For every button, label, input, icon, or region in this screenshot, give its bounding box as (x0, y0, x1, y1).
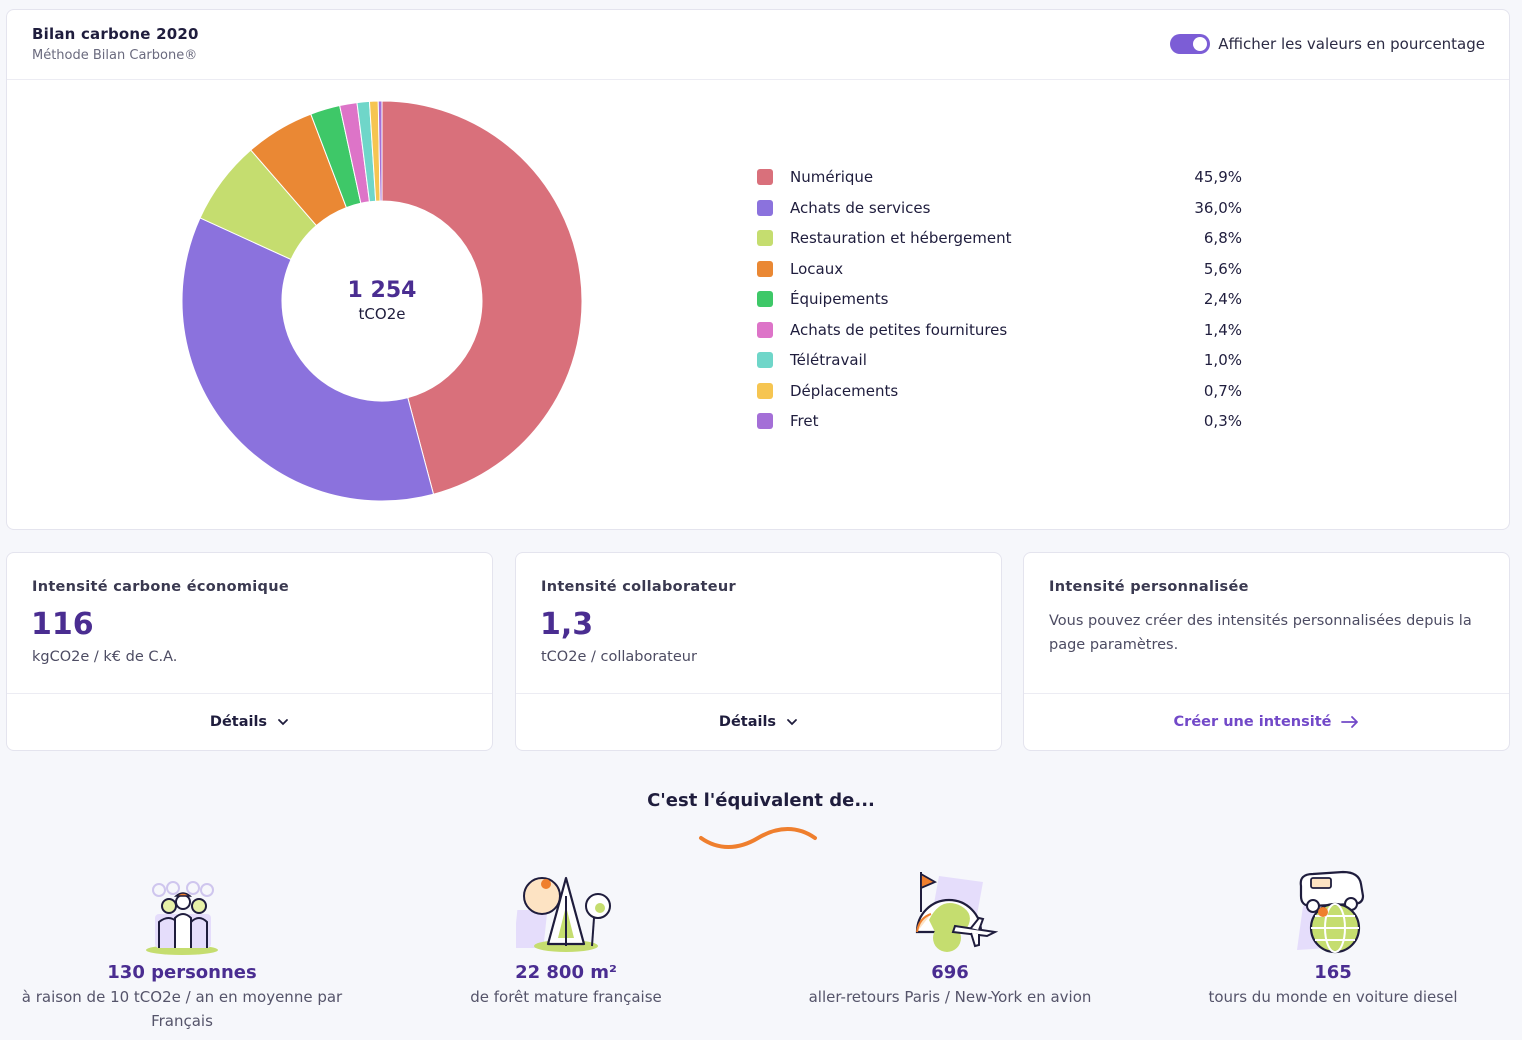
legend-label: Déplacements (790, 381, 899, 400)
legend-value: 2,4% (1203, 290, 1242, 309)
legend-item: Achats de services 36,0% (756, 193, 1242, 224)
percentage-toggle-label[interactable]: Afficher les valeurs en pourcentage (1218, 35, 1485, 53)
kpi-unit: tCO2e / collaborateur (541, 649, 697, 665)
donut-total-unit: tCO2e (358, 305, 406, 323)
legend-label: Équipements (790, 290, 889, 309)
legend-label: Achats de petites fournitures (790, 320, 1008, 339)
legend-swatch (757, 199, 773, 216)
kpi-card-economic: Intensité carbone économique 116 kgCO2e … (6, 552, 493, 751)
legend-swatch (757, 321, 773, 338)
equivalent-description: de forêt mature française (470, 988, 662, 1006)
chart-legend: Numérique 45,9% Achats de services 36,0% Res… (756, 162, 1242, 437)
equivalent-value: 130 personnes (107, 962, 257, 983)
squiggle-decoration (699, 827, 817, 849)
legend-label: Numérique (790, 168, 874, 187)
car-globe-icon (1297, 870, 1365, 954)
legend-item: Locaux 5,6% (756, 254, 1242, 285)
legend-swatch (757, 169, 773, 186)
legend-swatch (757, 352, 773, 369)
donut-center: 1 254 tCO2e (282, 278, 482, 323)
plane-globe-icon (915, 872, 999, 952)
equivalents-title: C'est l'équivalent de... (647, 790, 875, 811)
legend-value: 5,6% (1203, 259, 1242, 278)
kpi-description: Vous pouvez créer des intensités personn… (1049, 613, 1472, 653)
kpi-value: 116 (31, 607, 94, 642)
equivalent-flights: 696 aller-retours Paris / New-York en av… (760, 866, 1140, 1009)
forest-icon (516, 876, 611, 952)
equivalent-car: 165 tours du monde en voiture diesel (1143, 866, 1522, 1009)
arrow-right-icon (1341, 716, 1359, 728)
legend-item: Achats de petites fournitures 1,4% (756, 315, 1242, 346)
details-button[interactable]: Détails (516, 693, 1001, 750)
create-intensity-label: Créer une intensité (1173, 714, 1332, 730)
legend-label: Restauration et hébergement (790, 229, 1012, 248)
kpi-title: Intensité collaborateur (541, 579, 736, 595)
equivalent-description: tours du monde en voiture diesel (1208, 988, 1458, 1006)
equivalent-description: aller-retours Paris / New-York en avion (808, 988, 1092, 1006)
chevron-down-icon (278, 719, 288, 726)
kpi-unit: kgCO2e / k€ de C.A. (32, 649, 178, 665)
legend-value: 6,8% (1203, 229, 1242, 248)
chevron-down-icon (787, 719, 797, 726)
equivalent-value: 696 (931, 962, 969, 983)
donut-slice-8[interactable] (377, 100, 383, 202)
donut-chart (181, 100, 583, 502)
percentage-toggle[interactable] (1170, 34, 1211, 54)
legend-label: Fret (790, 412, 819, 431)
create-intensity-button[interactable]: Créer une intensité (1024, 693, 1509, 750)
legend-value: 45,9% (1194, 168, 1242, 187)
legend-item: Équipements 2,4% (756, 284, 1242, 315)
legend-item: Déplacements 0,7% (756, 376, 1242, 407)
legend-swatch (757, 413, 773, 430)
legend-swatch (757, 291, 773, 308)
legend-item: Numérique 45,9% (756, 162, 1242, 193)
kpi-title: Intensité personnalisée (1049, 579, 1249, 595)
legend-label: Locaux (790, 259, 844, 278)
donut-slice-1[interactable] (181, 217, 435, 502)
legend-swatch (757, 382, 773, 399)
kpi-card-custom: Intensité personnalisée Vous pouvez crée… (1023, 552, 1510, 751)
kpi-title: Intensité carbone économique (32, 579, 289, 595)
equivalent-value: 165 (1314, 962, 1352, 983)
details-label: Détails (718, 714, 777, 730)
card-title: Bilan carbone 2020 (32, 25, 199, 43)
legend-item: Fret 0,3% (756, 406, 1242, 437)
legend-label: Télétravail (790, 351, 867, 370)
kpi-card-employee: Intensité collaborateur 1,3 tCO2e / coll… (515, 552, 1002, 751)
kpi-value: 1,3 (540, 607, 594, 642)
people-icon (146, 881, 218, 955)
legend-swatch (757, 230, 773, 247)
legend-value: 36,0% (1194, 198, 1242, 217)
card-subtitle: Méthode Bilan Carbone® (32, 48, 198, 63)
card-header: Bilan carbone 2020 Méthode Bilan Carbone… (7, 10, 1509, 80)
donut-total-value: 1 254 (347, 278, 417, 303)
legend-item: Restauration et hébergement 6,8% (756, 223, 1242, 254)
legend-label: Achats de services (790, 198, 931, 217)
details-button[interactable]: Détails (7, 693, 492, 750)
equivalent-forest: 22 800 m² de forêt mature française (376, 866, 756, 1009)
legend-item: Télétravail 1,0% (756, 345, 1242, 376)
legend-value: 1,4% (1203, 320, 1242, 339)
percentage-toggle-group[interactable]: Afficher les valeurs en pourcentage (1170, 34, 1485, 54)
legend-value: 1,0% (1203, 351, 1242, 370)
legend-value: 0,7% (1203, 381, 1242, 400)
equivalent-people: 130 personnes à raison de 10 tCO2e / an … (0, 866, 372, 1033)
legend-value: 0,3% (1203, 412, 1242, 431)
equivalent-description: à raison de 10 tCO2e / an en moyenne par… (21, 988, 343, 1030)
equivalent-value: 22 800 m² (515, 962, 617, 983)
legend-swatch (757, 260, 773, 277)
details-label: Détails (209, 714, 268, 730)
donut-slice-0[interactable] (381, 100, 583, 495)
